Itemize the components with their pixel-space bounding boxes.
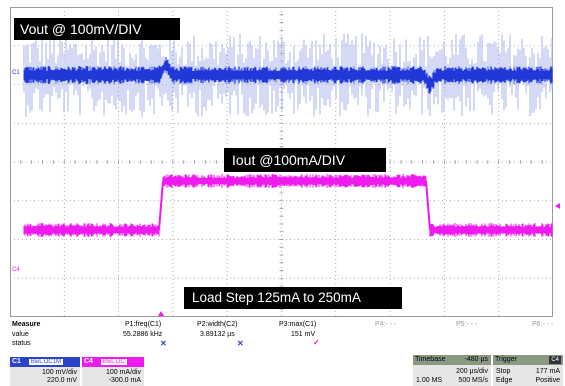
measure-heading: Measure — [12, 321, 41, 328]
iout-scale-label: Iout @100mA/DIV — [224, 148, 386, 172]
p3-value: 151 mV — [291, 331, 316, 338]
trigger-source: C4 — [549, 356, 561, 364]
c1-channel-box[interactable]: C1 BwL DC1M 100 mV/div 220.0 mV — [10, 357, 80, 386]
timebase-memory: 1.00 MS — [416, 377, 443, 384]
trigger-position-marker — [158, 311, 164, 316]
p6-name: P6:- - - — [532, 321, 554, 328]
c4-adiv: 100 mA/div — [105, 369, 141, 376]
p2-status-x-icon: ✕ — [237, 339, 244, 348]
c1-vout-trace — [23, 33, 553, 117]
c4-coupling-tag: BwL DC — [100, 359, 127, 365]
measurement-table: Measure value status P1:freq(C1) 55.2886… — [10, 320, 563, 356]
p1-status-x-icon: ✕ — [160, 339, 167, 348]
p5-name: P5:- - - — [456, 321, 478, 328]
c4-box-name: C4 — [84, 358, 93, 365]
c4-ground-marker: C4 — [12, 267, 20, 273]
trigger-slope: Positive — [535, 377, 560, 384]
c4-box-header: C4 BwL DC — [82, 357, 144, 367]
trigger-header: Trigger C4 — [493, 355, 563, 365]
c1-vdiv: 100 mV/div — [41, 369, 77, 376]
timebase-label: Timebase — [415, 356, 446, 363]
c1-coupling-tag: BwL DC1M — [28, 359, 64, 365]
timebase-samplerate: 500 MS/s — [458, 377, 488, 384]
status-row-label: status — [12, 340, 31, 347]
c4-step-edges — [158, 180, 431, 231]
p2-name: P2:width(C2) — [197, 321, 238, 328]
c4-current-band — [23, 174, 553, 237]
p4-name: P4:- - - — [375, 321, 397, 328]
p3-status-check-icon: ✓ — [313, 338, 320, 347]
c1-offset: 220.0 mV — [47, 377, 77, 384]
timebase-tdiv: 200 µs/div — [455, 368, 488, 375]
c1-box-header: C1 BwL DC1M — [10, 357, 80, 367]
c4-channel-box[interactable]: C4 BwL DC 100 mA/div -300.0 mA — [82, 357, 144, 386]
trigger-level-marker — [555, 203, 560, 209]
trigger-type: Edge — [496, 377, 513, 384]
trigger-mode: Stop — [496, 368, 511, 375]
trigger-label: Trigger — [495, 356, 517, 363]
c4-iout-trace — [23, 174, 553, 237]
p1-value: 55.2886 kHz — [123, 331, 163, 338]
timebase-offset: -480 µs — [464, 356, 489, 363]
p3-name: P3:max(C1) — [279, 321, 317, 328]
p2-value: 3.89132 µs — [200, 331, 235, 338]
load-step-label: Load Step 125mA to 250mA — [184, 287, 402, 309]
trigger-level: 177 mA — [535, 368, 560, 375]
timebase-box[interactable]: Timebase -480 µs 200 µs/div 1.00 MS 500 … — [413, 355, 491, 386]
value-row-label: value — [12, 331, 29, 338]
vout-scale-label: Vout @ 100mV/DIV — [14, 18, 180, 40]
c1-ground-marker: C1 — [12, 70, 20, 76]
c1-core-band — [23, 57, 553, 94]
timebase-header: Timebase -480 µs — [413, 355, 491, 365]
trigger-box[interactable]: Trigger C4 Stop 177 mA Edge Positive — [493, 355, 563, 386]
c4-offset: -300.0 mA — [108, 377, 141, 384]
c1-box-name: C1 — [12, 358, 21, 365]
p1-name: P1:freq(C1) — [125, 321, 162, 328]
